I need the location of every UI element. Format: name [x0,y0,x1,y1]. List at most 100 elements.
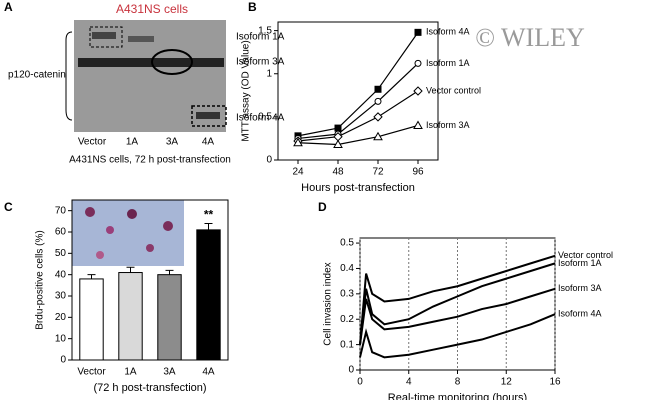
lane-label: Vector [78,137,107,148]
series-line [359,262,556,345]
annotation: ** [204,208,214,222]
marker [373,112,383,122]
plot-frame [71,199,229,361]
plot-frame [277,21,439,161]
blot-caption: A431NS cells, 72 h post-transfection [69,155,231,166]
panel-letter: A [4,0,13,14]
blot-band [196,112,220,119]
series-label: Isoform 4A [558,309,602,319]
marker [414,28,422,36]
series-label: Vector control [558,250,613,260]
cell [146,244,154,252]
marker [333,139,343,148]
error-bar [126,266,135,273]
x-tick-label: 24 [292,167,304,178]
blot-band [92,32,116,39]
x-tick-label: 0 [357,377,363,388]
y-tick-label: 20 [55,312,67,323]
marker [374,85,382,93]
band-label: Isoform 4A [236,113,285,124]
band-label: Isoform 3A [236,57,285,68]
marker [373,131,383,141]
x-tick-label: 96 [412,167,424,178]
series-line [297,90,419,142]
blot-title: A431NS cells [116,2,188,16]
series-line [359,254,556,345]
ellipse [151,49,193,75]
y-tick-label: 30 [55,291,67,302]
series-label: Isoform 3A [426,120,470,130]
blot-band [128,36,154,42]
y-tick-label: 1 [266,68,272,79]
y-tick-label: 60 [55,227,67,238]
cell [106,226,114,234]
bar [79,278,104,361]
lane-label: 3A [166,137,179,148]
y-tick-label: 0.3 [340,288,354,299]
series-line [359,287,556,345]
cell [85,207,95,217]
x-tick-label: 4 [406,377,412,388]
x-tick-label: 3A [163,367,176,378]
x-tick-label: 16 [549,377,561,388]
y-tick-label: 0.5 [340,238,354,249]
lane-label: 1A [126,137,139,148]
error-bar [204,222,213,230]
y-axis-label: Cell invasion index [323,262,334,345]
y-tick-label: 70 [55,205,67,216]
y-tick-label: 40 [55,269,67,280]
series-label: Isoform 1A [558,258,602,268]
series-line [297,124,419,146]
marker [293,137,303,147]
bar [118,272,143,361]
lane-label: 4A [202,137,215,148]
cell [163,221,173,231]
y-tick-label: 0.5 [258,112,272,123]
x-axis-label: Real-time monitoring (hours) [388,392,527,400]
y-tick-label: 0.1 [340,339,354,350]
marker [334,124,342,132]
y-tick-label: 0 [348,365,354,376]
y-tick-label: 50 [55,248,67,259]
marker [374,97,382,105]
series-label: Isoform 4A [426,27,470,37]
x-tick-label: 4A [202,367,215,378]
cell [96,251,104,259]
bar [196,229,221,361]
blot-band [78,58,224,67]
y-tick-label: 0.4 [340,263,354,274]
watermark: © WILEY [475,23,585,52]
error-bar [165,269,174,275]
band-label: Isoform 1A [236,32,285,43]
series-line [297,62,419,140]
x-axis-label: Hours post-transfection [301,182,415,194]
x-tick-label: 12 [501,377,513,388]
y-tick-label: 0 [266,155,272,166]
x-tick-label: 1A [124,367,137,378]
box [191,105,227,127]
series-label: Isoform 1A [426,58,470,68]
series-line [359,313,556,359]
y-tick-label: 1.5 [258,25,272,36]
series-label: Isoform 3A [558,283,602,293]
y-tick-label: 0.2 [340,314,354,325]
box [89,26,123,48]
y-axis-label: Brdu-positive cells (%) [35,230,46,329]
y-axis-label: MTT assay (OD Value) [241,40,252,141]
bar [157,274,182,361]
error-bar [87,274,96,279]
y-tick-label: 0 [60,355,66,366]
y-tick-label: 10 [55,333,67,344]
x-axis-label: (72 h post-transfection) [93,382,206,394]
series-label: Vector control [426,85,481,95]
protein-label: p120-catenin [8,70,66,81]
x-tick-label: 72 [372,167,384,178]
series-line [297,32,419,137]
cell [127,209,137,219]
marker [413,86,423,96]
marker [414,59,422,67]
x-tick-label: 48 [332,167,344,178]
panel-letter: B [248,0,257,14]
x-tick-label: 8 [455,377,461,388]
